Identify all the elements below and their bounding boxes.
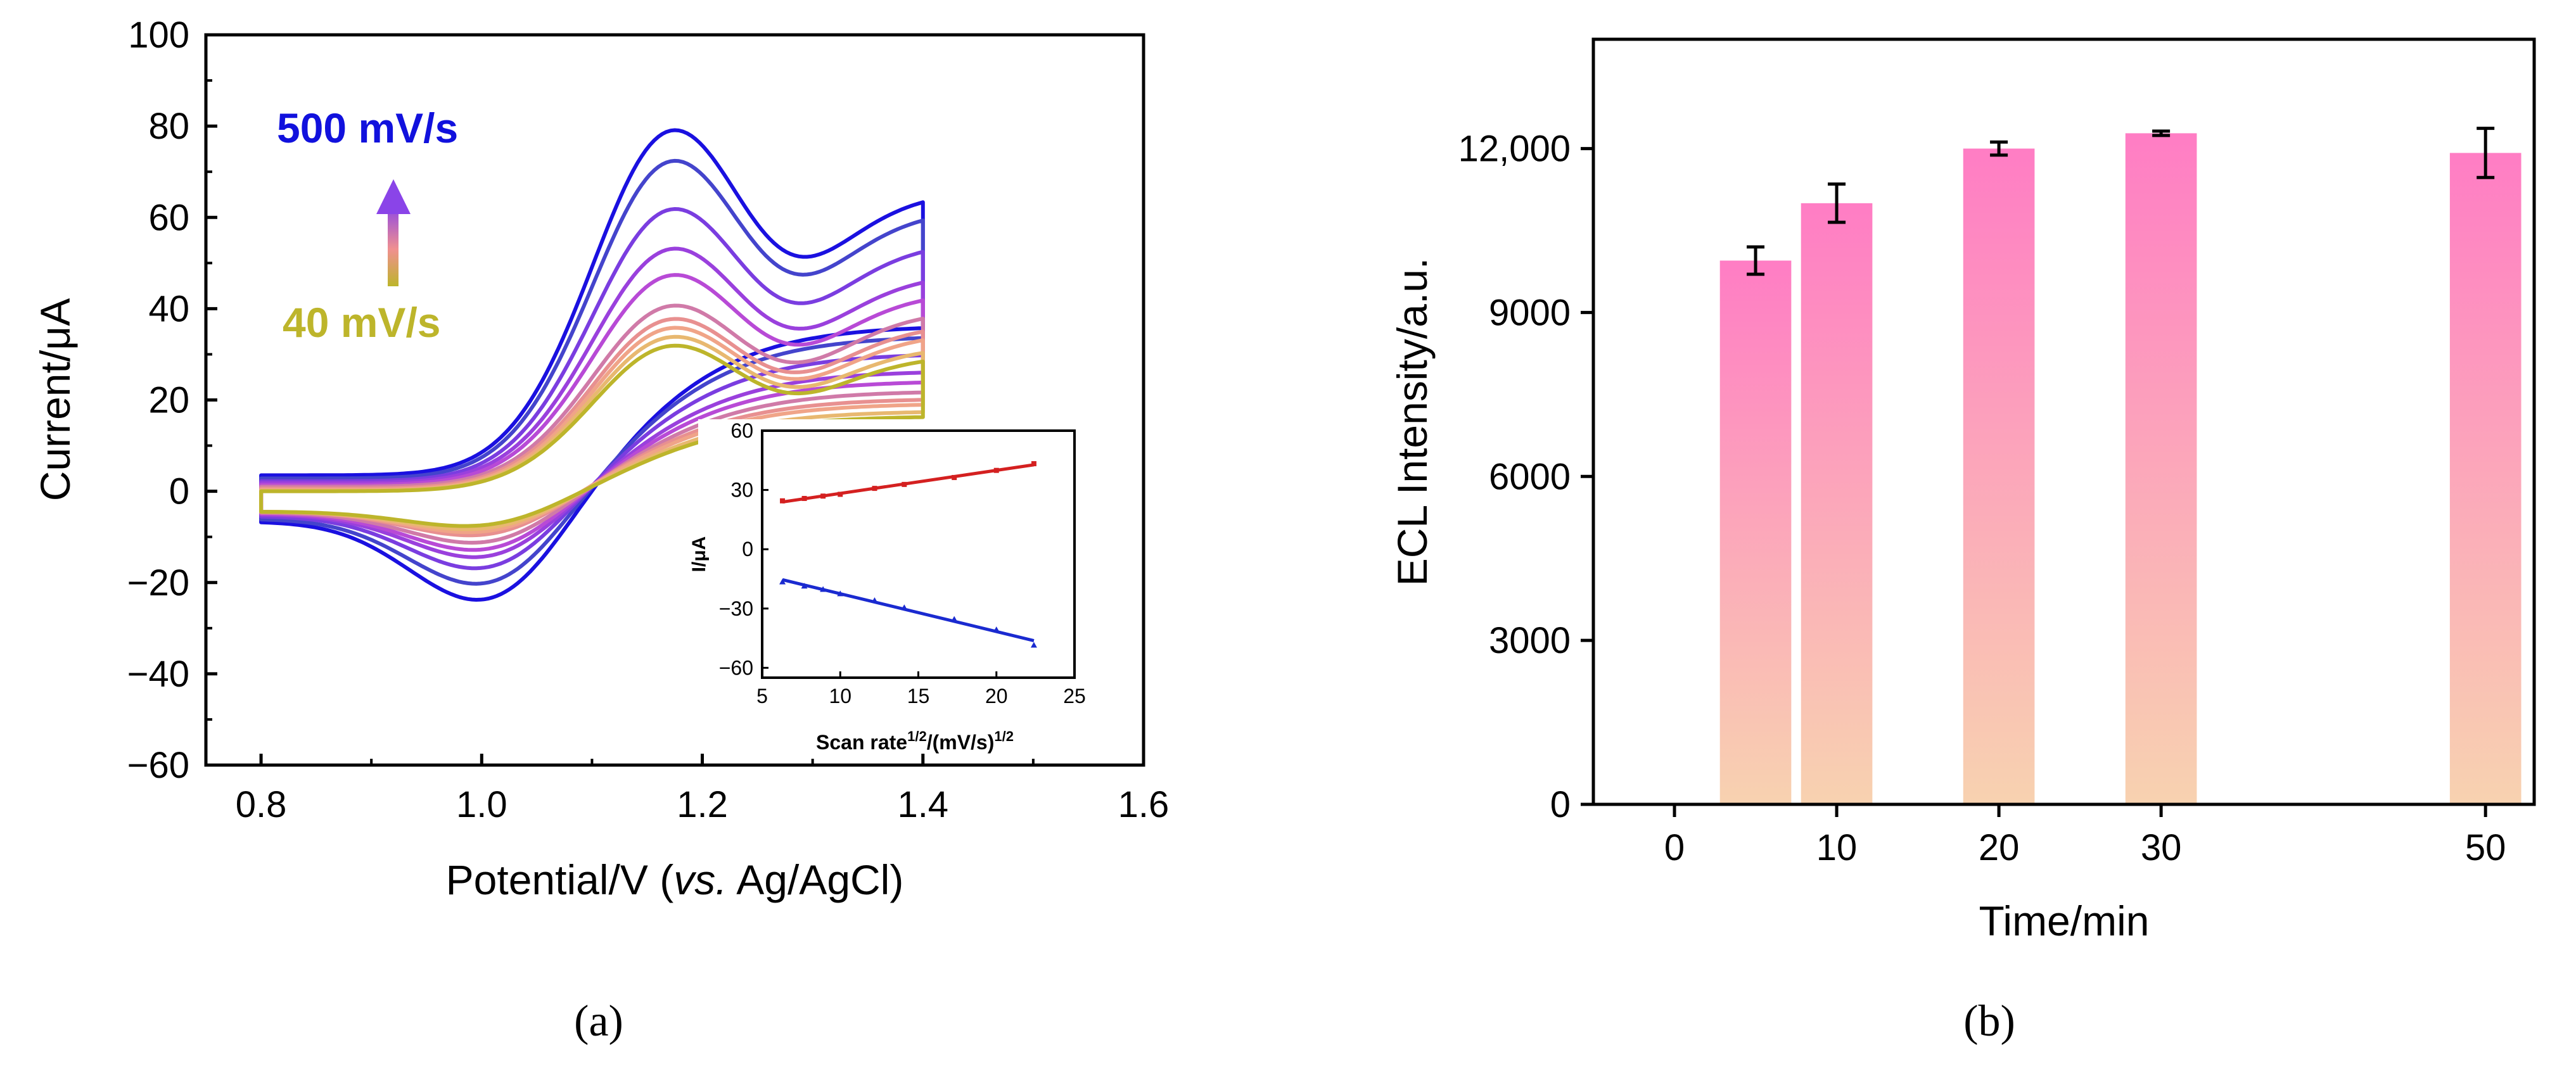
cv-curves [259,128,925,602]
bar-30min [2125,133,2197,805]
inset-point-anodic [838,491,843,497]
chart-b-xtick-label: 10 [1816,827,1858,868]
inset-point-anodic [780,498,786,504]
inset-point-anodic [872,486,877,491]
inset-xtick-label: 10 [829,685,851,707]
chart-b-frame [1591,37,2536,806]
inset-point-cathodic [871,597,878,604]
inset-xtick-label: 25 [1063,685,1086,707]
chart-a-ytick-label: 60 [148,197,189,238]
bar-10min [1801,203,1873,804]
chart-a-ytick-label: 0 [169,471,189,512]
chart-a-ytick-label: 80 [148,106,189,147]
chart-b-ytick-label: 9000 [1489,292,1571,333]
inset-ytick-label: 60 [730,419,753,442]
bar-20min [1963,148,2035,805]
chart-b-xtick-label: 0 [1664,827,1685,868]
bars [1719,127,2522,805]
chart-a-ytick-label: −20 [127,562,189,604]
chart-a-ytick-label: 40 [148,288,189,329]
inset-point-cathodic [993,626,1000,633]
inset-xlabel: Scan rate1/2/(mV/s)1/2 [816,728,1014,754]
inset-point-anodic [902,481,907,487]
inset-point-anodic [820,493,826,499]
chart-b-ytick-label: 0 [1550,784,1571,825]
inset-background [698,419,1075,680]
chart-b-xtick-label: 20 [1979,827,2020,868]
chart-a-ylabel: Current/μA [32,298,79,501]
inset-ylabel: I/μA [689,536,710,573]
bar-5min [1719,260,1792,804]
chart-a-xtick-label: 1.6 [1118,784,1170,825]
chart-a-xtick-label: 1.4 [897,784,948,825]
scan-rate-low-label: 40 mV/s [283,299,441,346]
inset-point-cathodic [837,590,844,597]
chart-b-xtick-label: 50 [2465,827,2506,868]
inset-xtick-label: 5 [756,685,768,707]
chart-b-ylabel: ECL Intensity/a.u. [1389,258,1436,586]
inset-ytick-label: 0 [742,538,753,561]
inset-axes: 5 10 15 20 25 −60 −30 0 30 60 [719,419,1086,707]
chart-a-ytick-label: −40 [127,654,189,695]
scan-rate-high-label: 500 mV/s [277,105,458,151]
chart-b-axes: 0 10 20 30 50 0 3000 6000 9000 12,000 [1458,129,2506,868]
inset-xtick-label: 15 [907,685,930,707]
chart-a-xtick-label: 0.8 [236,784,287,825]
chart-a-ytick-label: −60 [127,745,189,786]
chart-a-xtick-label: 1.2 [677,784,728,825]
inset-ytick-label: −60 [719,656,753,679]
inset-point-cathodic [801,583,808,589]
chart-a-xtick-label: 1.0 [456,784,507,825]
cv-series-40mVs [259,343,925,528]
panel-a-caption: (a) [574,997,623,1046]
chart-b-ytick-label: 6000 [1489,456,1571,497]
inset-point-anodic [1031,461,1036,467]
inset-point-anodic [993,467,999,473]
chart-b: 0 10 20 30 50 0 3000 6000 9000 12,000 ECL Intensi… [1389,37,2536,1046]
inset-point-cathodic [901,604,908,611]
inset-xtick-label: 20 [985,685,1008,707]
scan-rate-arrow-icon [376,179,411,286]
inset-point-cathodic [951,616,958,622]
inset-marks [779,461,1037,648]
inset-ytick-label: 30 [730,479,753,502]
chart-b-xlabel: Time/min [1979,897,2150,944]
chart-b-ytick-label: 3000 [1489,620,1571,661]
inset-chart: 5 10 15 20 25 −60 −30 0 30 60 I/μA Scan rate1/2/(… [689,419,1086,754]
chart-a-ytick-label: 100 [128,15,189,56]
bar-50min [2449,153,2522,805]
chart-b-xtick-label: 30 [2141,827,2182,868]
chart-b-ytick-label: 12,000 [1458,129,1571,170]
chart-a-xlabel: Potential/V (vs. Ag/AgCl) [446,856,904,903]
inset-ytick-label: −30 [719,597,753,620]
inset-point-anodic [801,496,807,502]
inset-point-anodic [952,474,957,480]
inset-point-cathodic [820,586,827,592]
panel-b-caption: (b) [1963,997,2015,1046]
inset-point-cathodic [1030,642,1037,648]
chart-a-ytick-label: 20 [148,380,189,421]
inset-point-cathodic [779,578,786,585]
